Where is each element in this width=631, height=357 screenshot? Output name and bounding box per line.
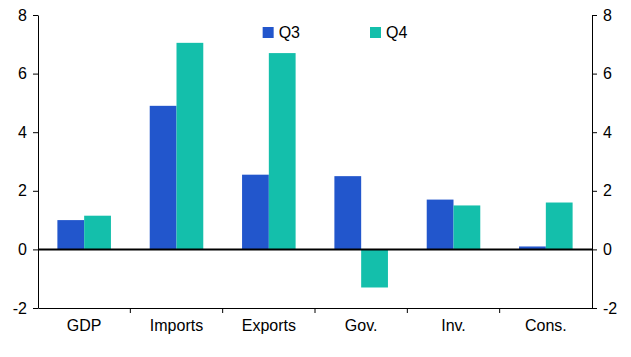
y-axis: -2 0 2 4 6 8: [13, 7, 39, 317]
bar: [334, 176, 361, 249]
tick: GDP: [67, 308, 102, 334]
tick-label: 2: [603, 182, 612, 199]
tick-mark: [33, 132, 38, 133]
tick: 4: [18, 124, 38, 141]
legend-item: Q3: [263, 24, 300, 41]
tick-mark: [592, 191, 597, 192]
tick-mark: [592, 132, 597, 133]
category-separator: [407, 308, 408, 313]
tick-label: GDP: [67, 317, 102, 334]
tick: Imports: [150, 308, 203, 334]
legend-label: Q4: [386, 24, 407, 41]
tick: Inv.: [441, 308, 466, 334]
tick-mark: [33, 15, 38, 16]
bar: [454, 205, 481, 249]
tick-label: 4: [603, 124, 612, 141]
category-separator: [499, 308, 500, 313]
tick-label: 4: [18, 124, 27, 141]
tick-label: 0: [603, 241, 612, 258]
tick: -2: [13, 300, 38, 317]
legend-item: Q4: [370, 24, 407, 41]
tick-label: 6: [18, 65, 27, 82]
tick-label: 2: [18, 182, 27, 199]
tick-label: Imports: [150, 317, 203, 334]
tick-label: 8: [603, 7, 612, 24]
tick-mark: [592, 308, 597, 309]
tick-label: 8: [18, 7, 27, 24]
tick: 0: [592, 241, 612, 258]
tick-mark: [33, 191, 38, 192]
tick: 8: [592, 7, 612, 24]
tick: 8: [18, 7, 38, 24]
tick-label: 0: [18, 241, 27, 258]
zero-line: [38, 248, 592, 250]
bar: [150, 106, 177, 250]
bars: [57, 43, 572, 288]
tick: 4: [592, 124, 612, 141]
y2-axis: -2 0 2 4 6 8: [592, 7, 617, 317]
bar: [177, 43, 204, 250]
tick-label: 6: [603, 65, 612, 82]
tick-label: -2: [13, 300, 27, 317]
bar: [84, 216, 111, 250]
tick-label: Exports: [242, 317, 296, 334]
legend-label: Q3: [279, 24, 300, 41]
x-axis: GDP Imports Exports Gov. Inv. Cons.: [39, 308, 593, 334]
tick: 2: [18, 182, 38, 199]
bar: [57, 220, 84, 249]
tick-label: Cons.: [525, 317, 567, 334]
tick: 0: [18, 241, 38, 258]
legend: Q3 Q4: [263, 24, 408, 41]
tick-label: Inv.: [441, 317, 466, 334]
tick-mark: [592, 249, 597, 250]
bar: [269, 53, 296, 249]
bar: [242, 175, 269, 250]
legend-swatch: [370, 27, 381, 38]
legend-swatch: [263, 27, 274, 38]
tick: Cons.: [525, 308, 567, 334]
tick-mark: [33, 74, 38, 75]
tick: 2: [592, 182, 612, 199]
category-separator: [130, 308, 131, 313]
tick-mark: [592, 15, 597, 16]
chart: -2 0 2 4 6 8 -2 0 2 4 6 8 GDP Imports Exports Gov. Inv. C…: [0, 0, 631, 357]
plot-area: -2 0 2 4 6 8 -2 0 2 4 6 8 GDP Imports Exports Gov. Inv. C…: [13, 7, 618, 335]
category-separator: [222, 308, 223, 313]
bar: [361, 249, 388, 287]
tick: Gov.: [345, 308, 378, 334]
bar: [546, 203, 573, 250]
tick: Exports: [242, 308, 296, 334]
category-separator: [315, 308, 316, 313]
axis-line: [38, 16, 39, 309]
tick-label: Gov.: [345, 317, 378, 334]
bar: [427, 200, 454, 250]
tick: 6: [18, 65, 38, 82]
tick: -2: [592, 300, 617, 317]
tick-mark: [33, 249, 38, 250]
tick-mark: [592, 74, 597, 75]
tick: 6: [592, 65, 612, 82]
tick-mark: [33, 308, 38, 309]
axis-line: [592, 16, 593, 309]
tick-label: -2: [603, 300, 617, 317]
